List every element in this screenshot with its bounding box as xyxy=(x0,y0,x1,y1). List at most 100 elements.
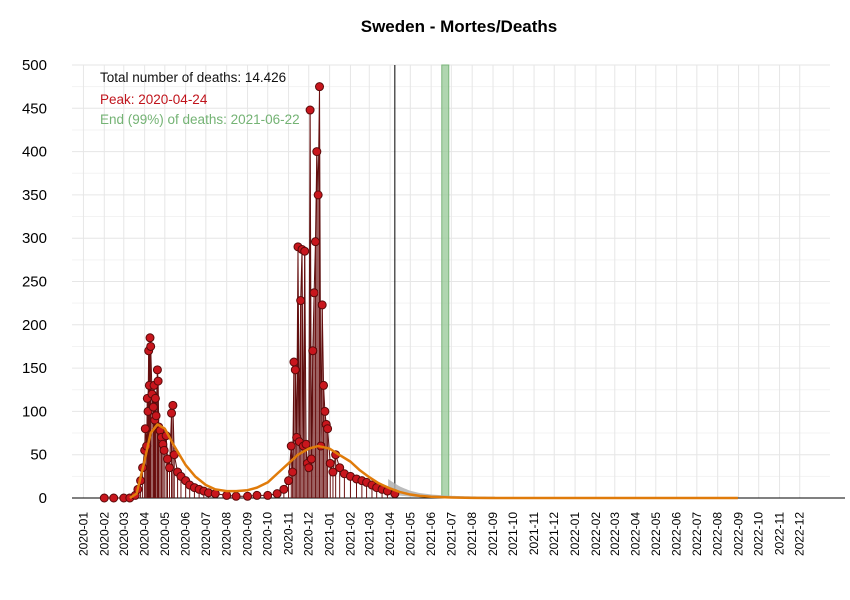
end-band-layer xyxy=(441,64,450,499)
daily-death-point xyxy=(290,365,300,375)
x-tick-label: 2021-06 xyxy=(424,512,438,556)
x-axis-ticks: 2020-01 2020-02 2020-03 2020-04 2020-05 2020-… xyxy=(76,512,806,556)
x-tick-label: 2021-07 xyxy=(444,512,458,556)
x-tick-label: 2022-02 xyxy=(589,512,603,556)
daily-death-point xyxy=(310,237,320,247)
x-tick-label: 2021-05 xyxy=(403,512,417,556)
daily-death-point xyxy=(152,365,162,375)
x-tick-label: 2022-04 xyxy=(629,512,643,556)
daily-death-point xyxy=(286,441,296,451)
daily-death-point xyxy=(263,490,273,500)
x-tick-label: 2022-09 xyxy=(732,512,746,556)
chart-title: Sweden - Mortes/Deaths xyxy=(361,17,558,36)
daily-death-point xyxy=(305,105,315,115)
x-tick-label: 2021-08 xyxy=(465,512,479,556)
y-tick-label: 50 xyxy=(30,447,47,464)
x-tick-label: 2021-09 xyxy=(486,512,500,556)
daily-death-point xyxy=(335,463,345,473)
end-99-band xyxy=(441,64,450,499)
x-tick-label: 2022-05 xyxy=(649,512,663,556)
x-tick-label: 2022-06 xyxy=(670,512,684,556)
annotation-end: End (99%) of deaths: 2021-06-22 xyxy=(100,112,300,127)
daily-death-point xyxy=(222,490,232,500)
daily-death-point xyxy=(317,300,327,310)
annotation-peak: Peak: 2020-04-24 xyxy=(100,92,208,107)
projection-layer xyxy=(388,478,496,498)
daily-death-point xyxy=(301,439,311,449)
daily-death-point xyxy=(153,376,163,386)
daily-death-point xyxy=(308,346,318,356)
y-axis-ticks: 0 50 100 150 200 250 300 350 400 450 500 xyxy=(22,57,47,507)
y-tick-label: 100 xyxy=(22,403,47,420)
x-tick-label: 2020-08 xyxy=(220,512,234,556)
x-tick-label: 2020-10 xyxy=(261,512,275,556)
x-tick-label: 2021-11 xyxy=(527,512,541,555)
daily-death-point xyxy=(289,357,299,367)
daily-death-point xyxy=(306,454,316,464)
daily-death-point xyxy=(272,489,282,499)
daily-death-point xyxy=(150,393,160,403)
daily-death-point xyxy=(320,406,330,416)
daily-death-point xyxy=(145,333,155,343)
daily-death-point xyxy=(325,458,335,468)
daily-deaths-series xyxy=(99,82,400,503)
x-tick-label: 2022-01 xyxy=(568,512,582,556)
daily-death-point xyxy=(151,411,161,421)
x-tick-label: 2021-04 xyxy=(383,512,397,556)
grid xyxy=(72,64,830,499)
x-tick-label: 2022-10 xyxy=(752,512,766,556)
y-tick-label: 250 xyxy=(22,274,47,291)
x-tick-label: 2020-02 xyxy=(97,512,111,556)
daily-death-point xyxy=(231,491,241,501)
daily-death-point xyxy=(243,491,253,501)
x-tick-label: 2020-11 xyxy=(282,512,296,555)
y-tick-label: 400 xyxy=(22,144,47,161)
x-tick-label: 2020-09 xyxy=(241,512,255,556)
daily-death-point xyxy=(146,341,156,351)
x-tick-label: 2021-01 xyxy=(323,512,337,556)
x-tick-label: 2021-02 xyxy=(343,512,357,556)
daily-death-point xyxy=(300,246,310,256)
y-tick-label: 0 xyxy=(39,490,47,507)
daily-death-point xyxy=(163,454,173,464)
daily-death-point xyxy=(167,408,177,418)
x-tick-label: 2020-06 xyxy=(179,512,193,556)
x-tick-label: 2020-12 xyxy=(302,512,316,556)
daily-death-point xyxy=(328,467,338,477)
projection-band xyxy=(388,478,496,498)
y-tick-label: 500 xyxy=(22,57,47,74)
daily-death-point xyxy=(304,463,314,473)
x-tick-label: 2020-04 xyxy=(138,512,152,556)
daily-death-point xyxy=(312,147,322,157)
daily-death-point xyxy=(148,402,158,412)
y-tick-label: 350 xyxy=(22,187,47,204)
x-tick-label: 2020-07 xyxy=(199,512,213,556)
fitted-curve-line xyxy=(129,423,738,500)
daily-death-point xyxy=(99,493,109,503)
daily-death-point xyxy=(323,424,333,434)
daily-death-point xyxy=(313,190,323,200)
daily-death-point xyxy=(315,82,325,92)
daily-death-point xyxy=(168,400,178,410)
annotation-total-deaths: Total number of deaths: 14.426 xyxy=(100,70,286,85)
y-tick-label: 450 xyxy=(22,100,47,117)
daily-death-point xyxy=(284,476,294,486)
x-tick-label: 2021-03 xyxy=(362,512,376,556)
x-tick-label: 2022-03 xyxy=(608,512,622,556)
fitted-curve-series xyxy=(129,423,738,500)
x-tick-label: 2022-12 xyxy=(793,512,807,556)
daily-death-point xyxy=(288,467,298,477)
y-tick-label: 150 xyxy=(22,360,47,377)
x-tick-label: 2021-10 xyxy=(506,512,520,556)
x-tick-label: 2020-03 xyxy=(117,512,131,556)
y-tick-label: 300 xyxy=(22,230,47,247)
daily-death-point xyxy=(159,445,169,455)
daily-death-point xyxy=(309,288,319,298)
daily-death-point xyxy=(319,380,329,390)
daily-death-point xyxy=(109,493,119,503)
daily-death-point xyxy=(296,296,306,306)
y-tick-label: 200 xyxy=(22,317,47,334)
x-tick-label: 2020-01 xyxy=(76,512,90,556)
x-tick-label: 2022-08 xyxy=(711,512,725,556)
